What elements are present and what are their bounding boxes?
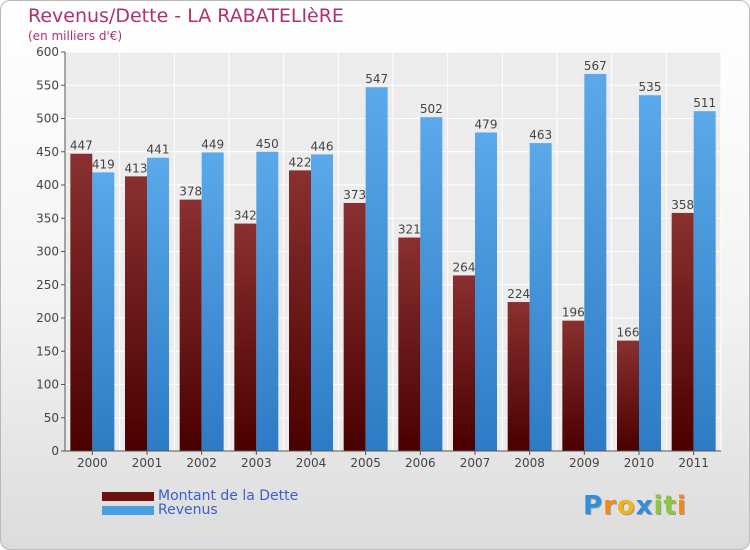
logo-letter-6: i [676, 491, 687, 521]
bar-revenus-2005 [365, 87, 388, 452]
logo-letter-1: r [603, 491, 617, 521]
bar-revenus-2001 [147, 157, 169, 452]
bar-revenus-2007 [475, 132, 497, 451]
data-label-revenus-2008: 463 [529, 128, 552, 142]
x-tick-label-2009: 2009 [569, 456, 600, 470]
y-tick-label-550: 550 [36, 78, 59, 92]
x-tick-label-2002: 2002 [186, 456, 217, 470]
data-label-debt-2008: 224 [507, 287, 530, 301]
data-label-debt-2003: 342 [234, 209, 257, 223]
x-tick-label-2010: 2010 [624, 456, 655, 470]
logo-letter-0: P [583, 491, 604, 521]
data-label-debt-2007: 264 [453, 260, 476, 274]
bar-debt-2007 [453, 275, 475, 451]
x-tick-label-2006: 2006 [405, 456, 436, 470]
data-label-revenus-2000: 419 [92, 157, 115, 171]
data-label-revenus-2007: 479 [475, 117, 498, 131]
logo-letter-4: i [653, 491, 664, 521]
bar-debt-2004 [289, 170, 311, 451]
bar-debt-2002 [179, 199, 202, 451]
y-tick-label-250: 250 [36, 278, 59, 292]
data-label-revenus-2005: 547 [365, 72, 388, 86]
data-label-revenus-2009: 567 [584, 59, 607, 73]
data-label-debt-2000: 447 [70, 139, 93, 153]
bar-revenus-2004 [311, 154, 333, 451]
y-tick-label-100: 100 [36, 378, 59, 392]
data-label-revenus-2002: 449 [201, 137, 224, 151]
data-label-revenus-2006: 502 [420, 102, 443, 116]
y-tick-label-400: 400 [36, 178, 59, 192]
x-tick-label-2004: 2004 [296, 456, 327, 470]
bar-revenus-2006 [420, 117, 443, 452]
x-tick-label-2003: 2003 [241, 456, 272, 470]
labels-layer: 447 419 413 441 378 449 342 450 422 446 373 547 321 5… [70, 59, 716, 340]
x-tick-label-2011: 2011 [678, 456, 709, 470]
chart-title: Revenus/Dette - LA RABATELIèRE [28, 5, 344, 27]
data-label-revenus-2004: 446 [311, 139, 334, 153]
data-label-debt-2006: 321 [398, 223, 421, 237]
data-label-debt-2009: 196 [562, 306, 585, 320]
bar-revenus-2008 [529, 143, 552, 452]
y-tick-label-500: 500 [36, 112, 59, 126]
legend-label-debt: Montant de la Dette [158, 488, 299, 504]
bar-revenus-2003 [256, 151, 279, 451]
data-label-debt-2001: 413 [125, 161, 148, 175]
y-tick-label-0: 0 [51, 444, 59, 458]
bar-revenus-2011 [693, 111, 716, 451]
logo-letter-2: o [616, 491, 636, 521]
bar-revenus-2009 [584, 73, 607, 451]
data-label-revenus-2003: 450 [256, 137, 279, 151]
bar-debt-2008 [507, 302, 530, 451]
bar-revenus-2000 [92, 172, 115, 452]
x-tick-label-2001: 2001 [132, 456, 163, 470]
x-tick-label-2007: 2007 [460, 456, 491, 470]
y-tick-label-350: 350 [36, 211, 59, 225]
x-tick-label-2000: 2000 [77, 456, 108, 470]
y-tick-label-300: 300 [36, 245, 59, 259]
bar-debt-2011 [671, 212, 694, 451]
legend-swatch-debt [102, 491, 154, 501]
data-label-debt-2010: 166 [617, 326, 640, 340]
legend-swatch-revenus [102, 505, 154, 515]
data-label-revenus-2011: 511 [693, 96, 716, 110]
bar-debt-2003 [234, 223, 257, 451]
data-label-debt-2004: 422 [289, 155, 312, 169]
bar-revenus-2002 [201, 152, 224, 452]
y-tick-label-50: 50 [44, 411, 59, 425]
logo-letter-3: x [635, 491, 654, 521]
x-tick-label-2008: 2008 [514, 456, 545, 470]
bar-revenus-2010 [639, 95, 661, 451]
logo-letter-5: t [663, 491, 677, 521]
proxiti-logo: Proxiti [583, 491, 687, 521]
legend-item-debt: Montant de la Dette [102, 488, 298, 504]
x-tick-label-2005: 2005 [350, 456, 381, 470]
y-tick-label-450: 450 [36, 145, 59, 159]
bars-layer [70, 73, 716, 452]
grid-layer [64, 51, 722, 452]
y-tick-label-600: 600 [36, 45, 59, 59]
bar-debt-2005 [343, 202, 366, 451]
bar-debt-2009 [562, 320, 585, 451]
legend-item-revenus: Revenus [102, 502, 218, 518]
axis-layer: 0 50 100 150 200 250 300 350 400 450 500 550 600 2000… [36, 45, 721, 470]
data-label-revenus-2001: 441 [147, 143, 170, 157]
bar-debt-2006 [398, 237, 421, 451]
data-label-revenus-2010: 535 [639, 80, 662, 94]
data-label-debt-2002: 378 [179, 185, 202, 199]
bar-debt-2010 [617, 340, 639, 451]
y-tick-label-200: 200 [36, 311, 59, 325]
data-label-debt-2005: 373 [343, 188, 366, 202]
chart-subtitle: (en milliers d'€) [28, 29, 123, 43]
data-label-debt-2011: 358 [671, 198, 694, 212]
bar-debt-2001 [125, 176, 147, 452]
y-tick-label-150: 150 [36, 344, 59, 358]
bar-debt-2000 [70, 153, 93, 451]
legend-label-revenus: Revenus [158, 502, 218, 518]
